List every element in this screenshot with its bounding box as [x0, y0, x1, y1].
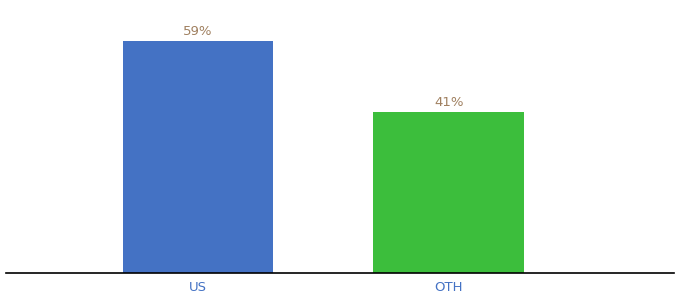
Bar: [122, 41, 273, 273]
Text: 41%: 41%: [434, 96, 464, 109]
Bar: [373, 112, 524, 273]
Text: 59%: 59%: [183, 25, 213, 38]
